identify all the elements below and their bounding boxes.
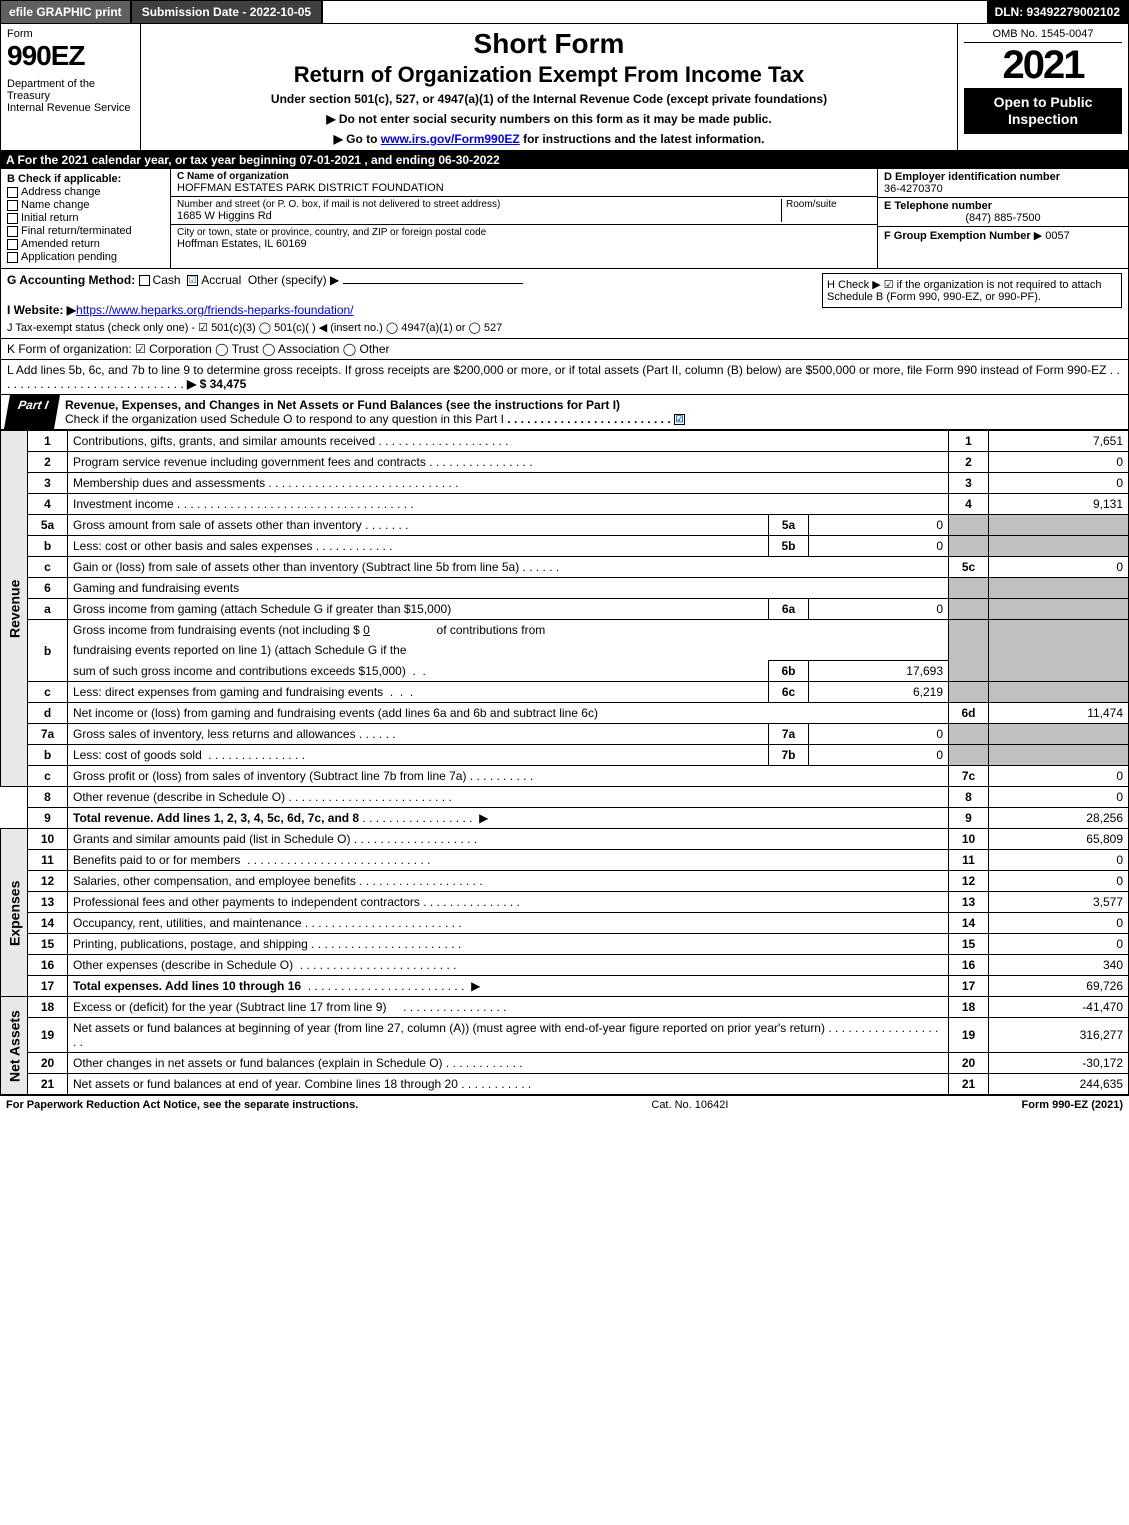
col-c-org: C Name of organization HOFFMAN ESTATES P… (171, 169, 878, 268)
cb-application-pending[interactable]: Application pending (7, 251, 164, 263)
col-b-checkboxes: B Check if applicable: Address change Na… (1, 169, 171, 268)
footer-form: Form 990-EZ (2021) (1022, 1099, 1123, 1111)
goto-post: for instructions and the latest informat… (520, 132, 765, 146)
line-6d: dNet income or (loss) from gaming and fu… (1, 703, 1129, 724)
section-subtitle: Under section 501(c), 527, or 4947(a)(1)… (147, 92, 951, 106)
c-name-label: C Name of organization (177, 171, 871, 182)
d-ein-label: D Employer identification number (884, 171, 1122, 183)
line-7a: 7aGross sales of inventory, less returns… (1, 724, 1129, 745)
line-17: 17Total expenses. Add lines 10 through 1… (1, 976, 1129, 997)
c-city-label: City or town, state or province, country… (177, 227, 871, 238)
line-7b: bLess: cost of goods sold . . . . . . . … (1, 745, 1129, 766)
form-label: Form (7, 28, 134, 40)
line-6a: aGross income from gaming (attach Schedu… (1, 599, 1129, 620)
bcdef-block: B Check if applicable: Address change Na… (0, 169, 1129, 269)
header-right-block: OMB No. 1545-0047 2021 Open to Public In… (958, 24, 1128, 150)
line-7c: cGross profit or (loss) from sales of in… (1, 766, 1129, 787)
form-number: 990EZ (7, 40, 134, 72)
dept-treasury: Department of the Treasury (7, 78, 134, 102)
return-title: Return of Organization Exempt From Incom… (147, 62, 951, 88)
c-addr-label: Number and street (or P. O. box, if mail… (177, 199, 781, 210)
irs-link[interactable]: www.irs.gov/Form990EZ (381, 132, 520, 146)
line-15: 15Printing, publications, postage, and s… (1, 934, 1129, 955)
form-title-block: Short Form Return of Organization Exempt… (141, 24, 958, 150)
line-11: 11Benefits paid to or for members . . . … (1, 850, 1129, 871)
lines-table: Revenue 1 Contributions, gifts, grants, … (0, 430, 1129, 1095)
b-header: B Check if applicable: (7, 173, 164, 185)
line-20: 20Other changes in net assets or fund ba… (1, 1053, 1129, 1074)
h-schedule-b: H Check ▶ ☑ if the organization is not r… (822, 273, 1122, 308)
line-6: 6Gaming and fundraising events (1, 578, 1129, 599)
line-9: 9Total revenue. Add lines 1, 2, 3, 4, 5c… (1, 808, 1129, 829)
phone-value: (847) 885-7500 (884, 212, 1122, 224)
expenses-label: Expenses (1, 829, 28, 997)
line-3: 3Membership dues and assessments . . . .… (1, 473, 1129, 494)
omb-number: OMB No. 1545-0047 (964, 28, 1122, 43)
revenue-label: Revenue (1, 431, 28, 787)
row-l-gross-receipts: L Add lines 5b, 6c, and 7b to line 9 to … (0, 360, 1129, 395)
goto-pre: ▶ Go to (334, 132, 381, 146)
ghij-block: G Accounting Method: Cash ☑Accrual Other… (0, 269, 1129, 339)
line-19: 19Net assets or fund balances at beginni… (1, 1018, 1129, 1053)
line-14: 14Occupancy, rent, utilities, and mainte… (1, 913, 1129, 934)
line-12: 12Salaries, other compensation, and empl… (1, 871, 1129, 892)
org-address: 1685 W Higgins Rd (177, 210, 781, 222)
line-5b: bLess: cost or other basis and sales exp… (1, 536, 1129, 557)
netassets-label: Net Assets (1, 997, 28, 1095)
group-exemption-value: ▶ 0057 (1034, 230, 1070, 242)
page-footer: For Paperwork Reduction Act Notice, see … (0, 1095, 1129, 1114)
irs-label: Internal Revenue Service (7, 102, 134, 114)
line-18: Net Assets 18Excess or (deficit) for the… (1, 997, 1129, 1018)
line-16: 16Other expenses (describe in Schedule O… (1, 955, 1129, 976)
form-header: Form 990EZ Department of the Treasury In… (0, 24, 1129, 151)
ein-value: 36-4270370 (884, 183, 1122, 195)
form-id-block: Form 990EZ Department of the Treasury In… (1, 24, 141, 150)
cb-amended-return[interactable]: Amended return (7, 238, 164, 250)
ssn-warning: ▶ Do not enter social security numbers o… (147, 112, 951, 126)
line-6b-1: bGross income from fundraising events (n… (1, 620, 1129, 641)
dln-label: DLN: 93492279002102 (987, 1, 1128, 23)
short-form-title: Short Form (147, 28, 951, 60)
efile-print-button[interactable]: efile GRAPHIC print (1, 1, 132, 23)
org-name: HOFFMAN ESTATES PARK DISTRICT FOUNDATION (177, 182, 871, 194)
cb-initial-return[interactable]: Initial return (7, 212, 164, 224)
line-4: 4Investment income . . . . . . . . . . .… (1, 494, 1129, 515)
line-8: 8Other revenue (describe in Schedule O) … (1, 787, 1129, 808)
tax-year: 2021 (964, 43, 1122, 88)
website-link[interactable]: https://www.heparks.org/friends-heparks-… (76, 303, 353, 317)
cb-name-change[interactable]: Name change (7, 199, 164, 211)
row-k-org-form: K Form of organization: ☑ Corporation ◯ … (0, 339, 1129, 360)
line-10: Expenses 10Grants and similar amounts pa… (1, 829, 1129, 850)
e-phone-label: E Telephone number (884, 200, 1122, 212)
footer-left: For Paperwork Reduction Act Notice, see … (6, 1099, 358, 1111)
top-bar: efile GRAPHIC print Submission Date - 20… (0, 0, 1129, 24)
line-13: 13Professional fees and other payments t… (1, 892, 1129, 913)
line-2: 2Program service revenue including gover… (1, 452, 1129, 473)
line-6c: cLess: direct expenses from gaming and f… (1, 682, 1129, 703)
line-21: 21Net assets or fund balances at end of … (1, 1074, 1129, 1095)
part-i-title: Revenue, Expenses, and Changes in Net As… (57, 395, 1128, 429)
cb-final-return[interactable]: Final return/terminated (7, 225, 164, 237)
col-def: D Employer identification number 36-4270… (878, 169, 1128, 268)
room-suite-label: Room/suite (781, 199, 871, 222)
line-5a: 5aGross amount from sale of assets other… (1, 515, 1129, 536)
inspection-badge: Open to Public Inspection (964, 88, 1122, 134)
f-group-label: F Group Exemption Number (884, 230, 1031, 242)
part-i-tab: Part I (4, 395, 60, 429)
org-city: Hoffman Estates, IL 60169 (177, 238, 871, 250)
submission-date-button[interactable]: Submission Date - 2022-10-05 (132, 1, 323, 23)
cb-address-change[interactable]: Address change (7, 186, 164, 198)
line-1: Revenue 1 Contributions, gifts, grants, … (1, 431, 1129, 452)
j-tax-exempt: J Tax-exempt status (check only one) - ☑… (7, 321, 1122, 334)
line-5c: cGain or (loss) from sale of assets othe… (1, 557, 1129, 578)
goto-instruction: ▶ Go to www.irs.gov/Form990EZ for instru… (147, 132, 951, 146)
row-a-taxyear: A For the 2021 calendar year, or tax yea… (0, 151, 1129, 169)
part-i-header: Part I Revenue, Expenses, and Changes in… (0, 395, 1129, 430)
footer-catno: Cat. No. 10642I (651, 1099, 728, 1111)
